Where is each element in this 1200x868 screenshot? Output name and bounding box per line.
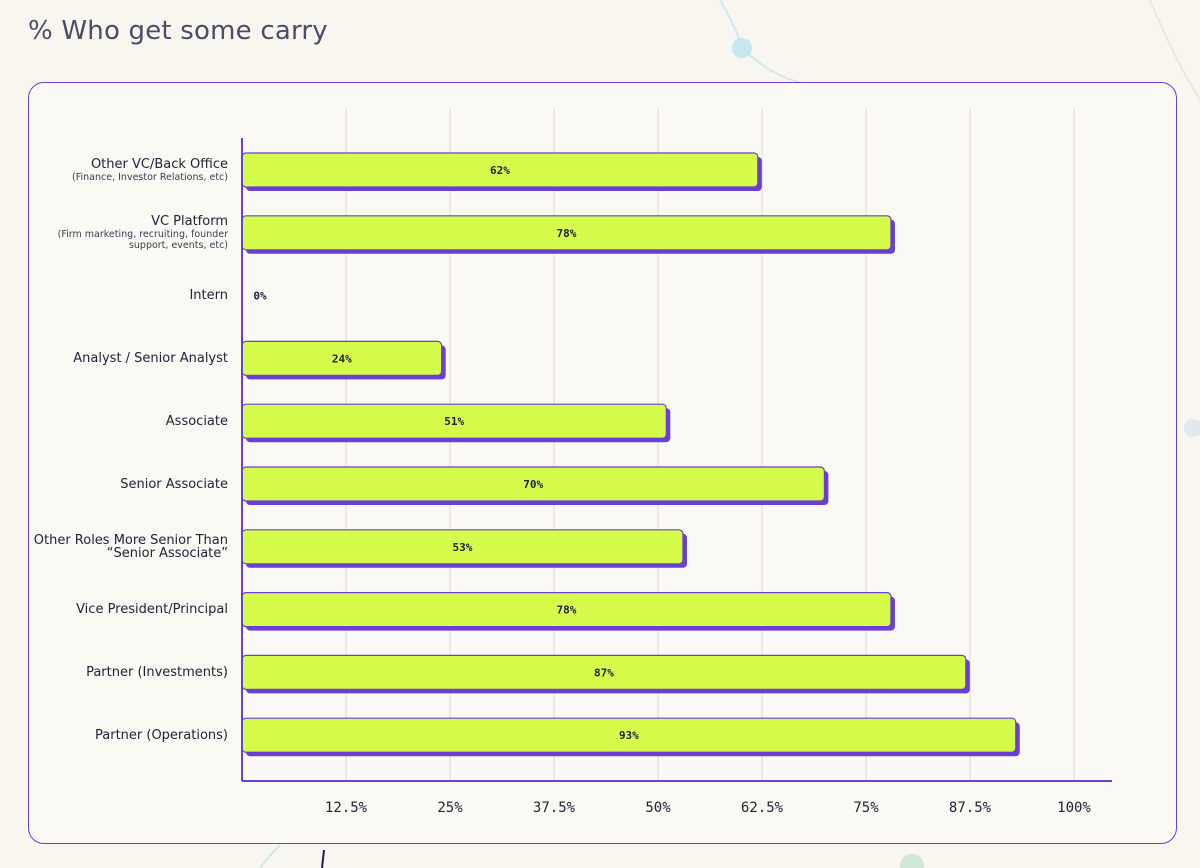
bar-value-label: 78% <box>557 604 577 617</box>
category-sublabel-text: (Finance, Investor Relations, etc) <box>72 171 228 183</box>
category-label: Analyst / Senior Analyst <box>28 352 228 365</box>
x-tick-label: 87.5% <box>949 800 992 816</box>
bar-value-label: 87% <box>594 666 614 679</box>
x-tick-label: 75% <box>853 800 879 816</box>
x-tick-label: 100% <box>1057 800 1091 816</box>
category-label-text: VC Platform <box>151 213 228 229</box>
bar-value-label: 93% <box>619 729 639 742</box>
category-label-text: Other VC/Back Office <box>90 156 228 172</box>
category-sublabel-text: (Firm marketing, recruiting, founder sup… <box>57 228 228 251</box>
category-label-text: Other Roles More Senior Than “Senior Ass… <box>33 532 228 561</box>
category-label: Partner (Investments) <box>28 666 228 679</box>
bar-value-label: 24% <box>332 352 352 365</box>
category-label-text: Analyst / Senior Analyst <box>73 350 228 366</box>
x-tick-label: 25% <box>437 800 463 816</box>
bar-value-label: 78% <box>557 227 577 240</box>
x-tick-label: 12.5% <box>325 800 368 816</box>
category-label-text: Intern <box>189 288 228 304</box>
category-label: Partner (Operations) <box>28 729 228 742</box>
bar-value-label: 0% <box>253 290 267 303</box>
category-label-text: Vice President/Principal <box>76 602 228 618</box>
bar-value-label: 62% <box>490 164 510 177</box>
category-label: Intern <box>28 289 228 302</box>
category-label: Other VC/Back Office (Finance, Investor R… <box>28 158 228 183</box>
category-label: Senior Associate <box>28 478 228 491</box>
category-label: Other Roles More Senior Than “Senior Ass… <box>28 534 228 560</box>
category-label: VC Platform (Firm marketing, recruiting, … <box>28 215 228 251</box>
category-label: Vice President/Principal <box>28 603 228 616</box>
category-label: Associate <box>28 415 228 428</box>
chart-title: % Who get some carry <box>28 16 328 46</box>
category-label-text: Associate <box>165 413 228 429</box>
category-label-text: Partner (Operations) <box>95 727 228 743</box>
category-label-text: Partner (Investments) <box>86 664 228 680</box>
x-tick-label: 50% <box>645 800 671 816</box>
category-label-text: Senior Associate <box>120 476 228 492</box>
x-tick-label: 62.5% <box>741 800 784 816</box>
bar-value-label: 53% <box>453 541 473 554</box>
bar-value-label: 70% <box>523 478 543 491</box>
chart-card <box>28 82 1177 844</box>
x-tick-label: 37.5% <box>533 800 576 816</box>
bar-value-label: 51% <box>444 415 464 428</box>
